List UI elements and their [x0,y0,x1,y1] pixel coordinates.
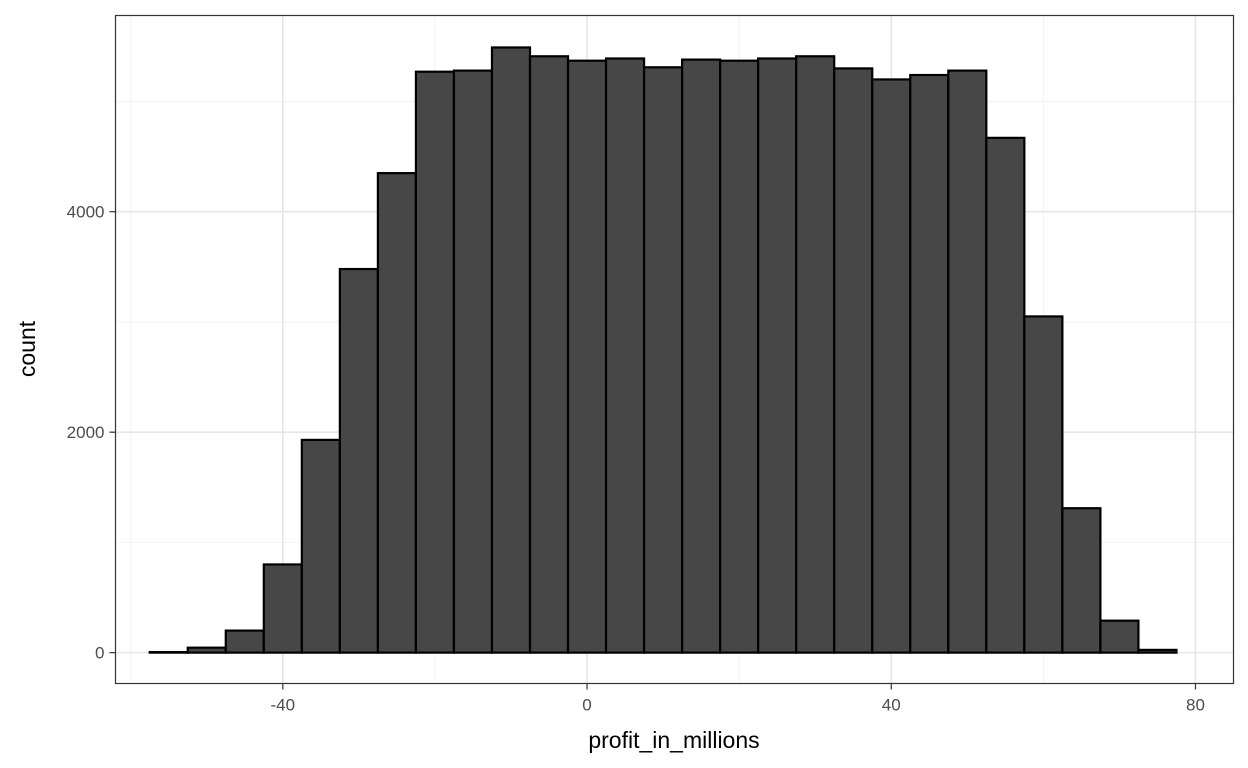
histogram-bar [642,66,684,654]
histogram-bar [1061,507,1102,654]
panel-border [114,14,1235,685]
x-axis: -40 0 40 80 [271,683,1205,715]
histogram-bar [1023,315,1064,654]
y-tick-label: 2000 [67,423,105,442]
histogram-bar [490,46,532,654]
y-tick-label: 4000 [67,203,105,222]
y-axis: 0 2000 4000 [67,203,116,663]
bars [148,46,1178,654]
y-axis-title: count [14,320,40,377]
histogram-bar [833,67,874,654]
histogram-bar [148,650,189,654]
x-tick-label: 40 [882,696,901,715]
histogram-bar [947,69,988,654]
histogram-bar [300,438,341,654]
histogram-bar [909,73,950,654]
histogram-bar [452,69,494,654]
histogram-bar [338,267,379,654]
histogram-bar [566,59,608,654]
histogram-bar [757,57,798,654]
histogram-bar [985,136,1026,654]
histogram-bar [376,172,418,654]
histogram-bar [262,563,303,654]
x-tick-label: 80 [1186,696,1205,715]
y-tick-label: 0 [95,644,104,663]
histogram-bar [186,646,227,654]
histogram-bar [719,59,760,654]
x-tick-label: -40 [271,696,296,715]
histogram-bar [1137,648,1178,654]
x-axis-title: profit_in_millions [588,727,759,753]
histogram-bar [414,70,456,654]
x-tick-label: 0 [582,696,591,715]
histogram-bar [871,78,912,654]
histogram-bar [1099,619,1140,654]
histogram-bar [528,55,570,654]
histogram-bar [224,629,265,654]
histogram-bar [681,58,722,654]
histogram-bar [604,57,646,654]
histogram-bar [795,55,836,654]
